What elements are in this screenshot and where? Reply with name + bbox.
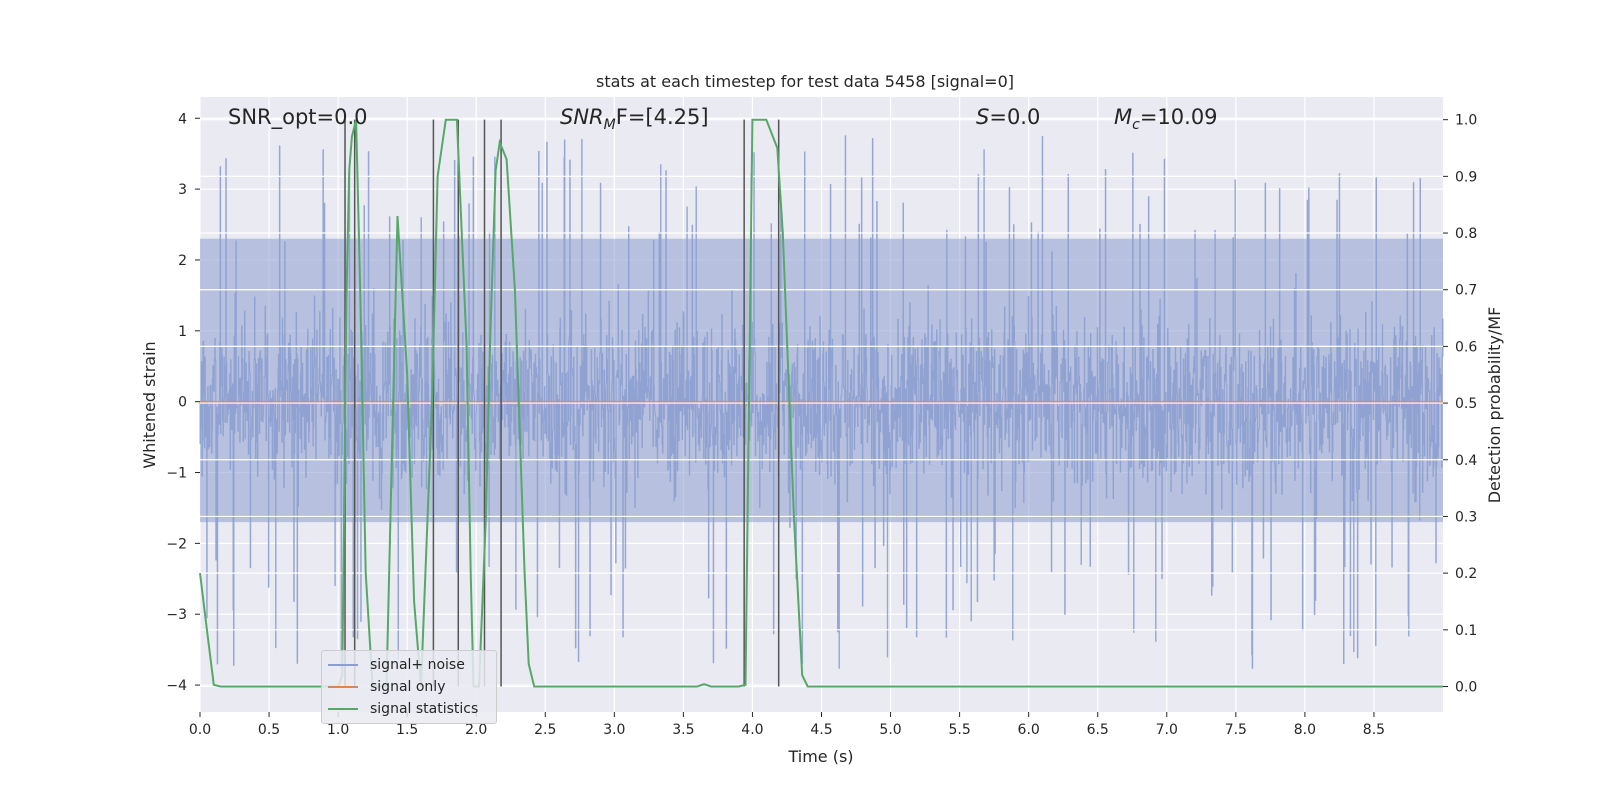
x-axis-ticks: 0.0 0.5 1.0 1.5 2.0 2.5 3.0 3.5 4.0 4.5 5.0 5.5 6.0 6… <box>189 712 1385 738</box>
legend: signal+ noise signal only signal statist… <box>321 650 497 724</box>
y-left-tick-label-8: −4 <box>166 678 187 694</box>
y-left-tick-label-2: 2 <box>178 253 187 269</box>
x-tick-label-13: 6.5 <box>1087 722 1109 738</box>
x-tick-label-9: 4.5 <box>810 722 832 738</box>
y-left-tick-label-5: −1 <box>166 466 187 482</box>
annotation-snr-mf-value: F=[4.25] <box>616 105 709 129</box>
annotation-mc-subscript: c <box>1132 117 1140 133</box>
legend-entry-signal-statistics: signal statistics <box>328 699 478 719</box>
legend-swatch-signal-noise <box>328 664 358 666</box>
y-left-tick-label-1: 3 <box>178 182 187 198</box>
annotation-snr-mf: SNRMF=[4.25] <box>560 105 709 133</box>
y-left-tick-label-0: 4 <box>178 111 187 127</box>
x-tick-label-2: 1.0 <box>327 722 349 738</box>
x-tick-label-8: 4.0 <box>741 722 763 738</box>
chart-title: stats at each timestep for test data 545… <box>596 72 1014 91</box>
annotation-snr-mf-symbol: SNR <box>560 105 604 129</box>
noise-trace <box>199 135 1444 671</box>
x-tick-label-14: 7.0 <box>1156 722 1178 738</box>
y-right-tick-label-5: 0.5 <box>1455 396 1477 412</box>
x-tick-label-7: 3.5 <box>672 722 694 738</box>
y-left-tick-label-4: 0 <box>178 395 187 411</box>
grid-right-y <box>200 119 1443 688</box>
y-right-tick-label-9: 0.1 <box>1455 623 1477 639</box>
y-left-tick-label-6: −2 <box>166 536 187 552</box>
x-tick-label-17: 8.5 <box>1363 722 1385 738</box>
legend-label-signal-statistics: signal statistics <box>370 701 479 717</box>
y-left-axis-label: Whitened strain <box>140 341 159 468</box>
y-right-tick-label-0: 1.0 <box>1455 113 1477 129</box>
annotation-s-value: =0.0 <box>989 105 1040 129</box>
y-right-axis-ticks: 1.0 0.9 0.8 0.7 0.6 0.5 0.4 0.3 0.2 0.1 0.0 <box>1443 113 1477 695</box>
annotation-s-symbol: S <box>976 105 989 129</box>
x-tick-label-3: 1.5 <box>396 722 418 738</box>
x-tick-label-10: 5.0 <box>879 722 901 738</box>
x-tick-label-4: 2.0 <box>465 722 487 738</box>
x-axis-label: Time (s) <box>787 747 853 766</box>
y-right-axis-label: Detection probability/MF <box>1485 307 1504 504</box>
annotation-mc-symbol: M <box>1114 105 1132 129</box>
x-tick-label-6: 3.0 <box>603 722 625 738</box>
y-right-tick-label-2: 0.8 <box>1455 226 1477 242</box>
legend-swatch-signal-statistics <box>328 708 358 710</box>
y-right-tick-label-7: 0.3 <box>1455 509 1477 525</box>
annotation-mc-value: =10.09 <box>1140 105 1218 129</box>
y-right-tick-label-6: 0.4 <box>1455 453 1477 469</box>
y-left-tick-label-3: 1 <box>178 324 187 340</box>
y-right-tick-label-4: 0.6 <box>1455 339 1477 355</box>
annotation-snr-mf-subscript: M <box>604 117 616 133</box>
x-tick-label-11: 5.5 <box>948 722 970 738</box>
annotations: SNR_opt=0.0 SNRMF=[4.25] S=0.0 Mc=10.09 <box>228 105 1218 133</box>
legend-entry-signal-only: signal only <box>328 677 445 697</box>
annotation-snr-opt: SNR_opt=0.0 <box>228 105 368 130</box>
x-tick-label-16: 8.0 <box>1294 722 1316 738</box>
legend-label-signal-noise: signal+ noise <box>370 657 465 673</box>
legend-swatch-signal-only <box>328 686 358 688</box>
x-tick-label-12: 6.0 <box>1018 722 1040 738</box>
x-tick-label-0: 0.0 <box>189 722 211 738</box>
y-right-tick-label-1: 0.9 <box>1455 169 1477 185</box>
y-left-tick-label-7: −3 <box>166 607 187 623</box>
y-right-tick-label-8: 0.2 <box>1455 566 1477 582</box>
x-tick-label-1: 0.5 <box>258 722 280 738</box>
y-left-axis-ticks: 4 3 2 1 0 −1 −2 −3 −4 <box>166 111 200 694</box>
annotation-s: S=0.0 <box>976 105 1040 129</box>
x-tick-label-15: 7.5 <box>1225 722 1247 738</box>
annotation-mc: Mc=10.09 <box>1114 105 1218 133</box>
legend-label-signal-only: signal only <box>370 679 446 695</box>
legend-entry-signal-noise: signal+ noise <box>328 655 465 675</box>
y-right-tick-label-3: 0.7 <box>1455 283 1477 299</box>
x-tick-label-5: 2.5 <box>534 722 556 738</box>
y-right-tick-label-10: 0.0 <box>1455 679 1477 695</box>
